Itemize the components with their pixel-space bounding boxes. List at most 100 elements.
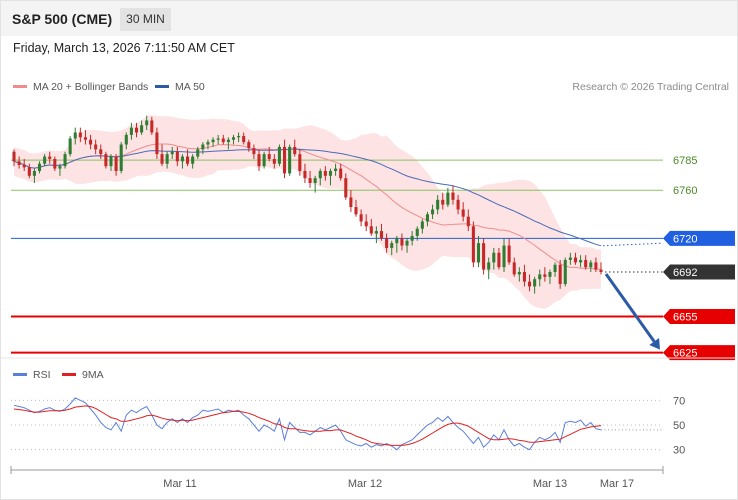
candle-body: [231, 137, 236, 140]
candle-body: [114, 156, 118, 171]
timestamp: Friday, March 13, 2026 7:11:50 AM CET: [13, 41, 235, 55]
ma50-extension: [602, 242, 664, 247]
forecast-arrow-shaft: [604, 273, 656, 343]
credit-text: Research © 2026 Trading Central: [572, 81, 729, 93]
candle-body: [186, 156, 190, 164]
candle-body: [533, 279, 537, 287]
rsi-legend-swatch: [13, 373, 27, 376]
ma50-line: [13, 148, 602, 247]
timeframe-button[interactable]: 30 MIN: [120, 8, 171, 31]
candle-body: [507, 245, 511, 263]
candle-body: [83, 137, 87, 140]
candle-body: [99, 149, 103, 155]
level-label-6655: 6655: [673, 312, 697, 324]
header-bar: S&P 500 (CME) 30 MIN: [1, 1, 737, 36]
candle-body: [53, 158, 57, 169]
candle-body: [451, 192, 455, 200]
candle-body: [487, 262, 491, 270]
candle-body: [119, 144, 123, 171]
candle-body: [538, 274, 542, 280]
level-tag-6655: [663, 309, 735, 325]
candle-body: [293, 146, 297, 155]
level-tag-6692: [663, 264, 735, 280]
candle-body: [22, 164, 26, 168]
forecast-arrow-head: [649, 337, 660, 350]
candle-body: [252, 148, 256, 155]
candle-body: [395, 238, 399, 244]
x-tick-label: Mar 17: [600, 478, 634, 490]
candle-body: [334, 168, 338, 171]
candle-body: [502, 245, 506, 268]
candle-body: [242, 136, 246, 143]
candle-body: [369, 226, 373, 234]
candle-body: [89, 139, 93, 145]
candle-body: [441, 199, 445, 205]
candle-body: [308, 178, 312, 183]
candle-body: [288, 146, 292, 174]
rsi-legend: RSI 9MA: [13, 369, 104, 381]
candle-body: [73, 132, 77, 139]
candle-body: [298, 154, 302, 171]
candle-body: [548, 272, 552, 277]
candle-body: [471, 226, 475, 263]
candle-body: [349, 197, 353, 208]
candle-body: [482, 243, 486, 270]
candle-body: [17, 161, 21, 165]
candle-body: [134, 127, 139, 133]
rsi-ma-legend-label: 9MA: [82, 369, 104, 381]
candle-body: [431, 209, 435, 215]
candle-body: [48, 156, 52, 159]
rsi-tick-label-70: 70: [673, 395, 685, 407]
candle-body: [160, 154, 164, 164]
candle-body: [339, 168, 343, 179]
candle-body: [282, 146, 287, 174]
candle-body: [410, 235, 414, 241]
candle-body: [201, 144, 205, 150]
candle-body: [328, 170, 333, 176]
candle-body: [436, 199, 440, 210]
candle-body: [579, 259, 583, 263]
candle-body: [94, 144, 98, 150]
level-tag-6625: [663, 345, 735, 361]
rsi-ma-legend-swatch: [62, 373, 76, 376]
candle-body: [584, 259, 588, 268]
candle-body: [364, 221, 368, 227]
candle-body: [206, 142, 210, 145]
candle-body: [425, 214, 429, 222]
candle-body: [175, 151, 179, 162]
candle-body: [226, 139, 230, 143]
level-label-6760: 6760: [673, 185, 697, 197]
x-tick-label: Mar 11: [163, 478, 196, 490]
candle-body: [553, 264, 557, 273]
ma50-legend-label: MA 50: [175, 81, 205, 93]
ma50-legend-swatch: [155, 85, 169, 88]
candle-body: [262, 154, 266, 167]
candle-body: [456, 199, 460, 210]
candle-body: [476, 243, 481, 263]
candle-body: [599, 269, 603, 273]
candle-body: [267, 154, 271, 159]
candle-body: [558, 264, 562, 285]
candle-body: [124, 134, 128, 145]
candle-body: [323, 170, 327, 176]
candle-body: [512, 262, 516, 275]
candle-body: [344, 178, 348, 198]
candle-body: [415, 228, 419, 236]
forecast-arrow: [604, 273, 660, 350]
candle-body: [68, 138, 72, 155]
ma20-legend-swatch: [13, 85, 27, 88]
candlesticks: [12, 115, 603, 294]
level-label-6720: 6720: [673, 233, 697, 245]
candle-body: [313, 178, 317, 183]
price-legend: MA 20 + Bollinger Bands MA 50 Research ©…: [13, 81, 729, 93]
candle-body: [354, 207, 358, 215]
candle-body: [165, 154, 169, 164]
candle-body: [170, 151, 174, 155]
candle-body: [257, 154, 261, 167]
candle-body: [303, 170, 307, 179]
rsi-ma-line: [13, 405, 602, 446]
x-tick-label: Mar 13: [533, 478, 567, 490]
candle-body: [277, 146, 281, 164]
candle-body: [528, 281, 532, 287]
